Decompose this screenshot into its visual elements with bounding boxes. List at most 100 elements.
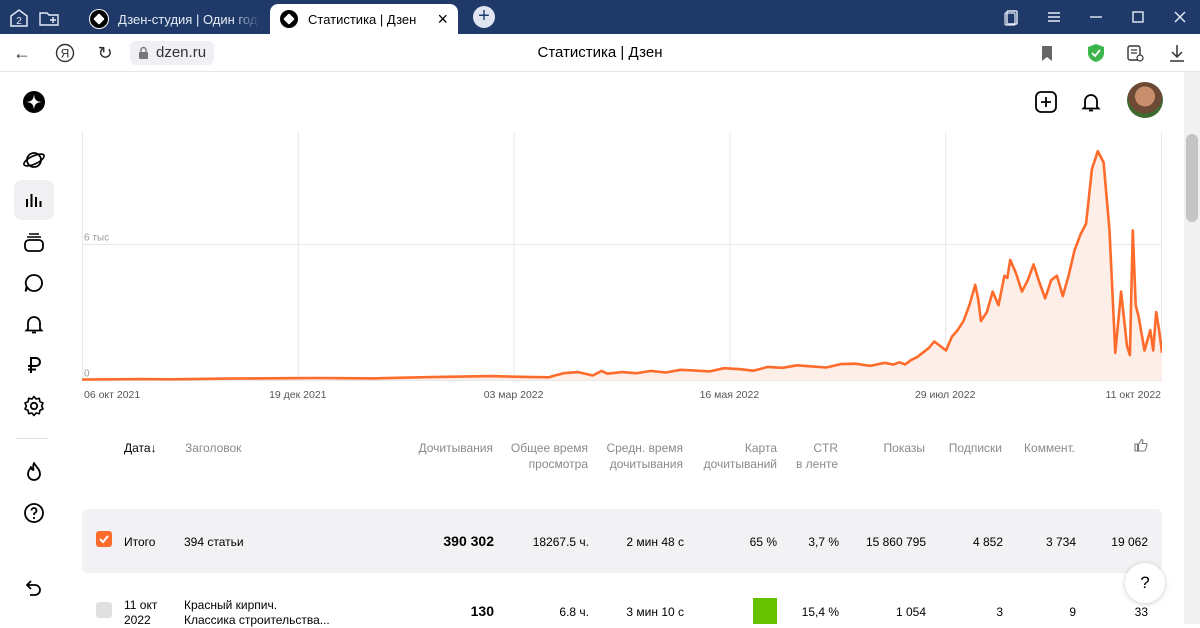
download-icon[interactable]	[1166, 42, 1188, 64]
total-checkbox[interactable]	[96, 531, 112, 547]
total-articles: 394 статьи	[184, 535, 244, 549]
col-header-views[interactable]: Показы	[883, 441, 925, 455]
row-reads: 130	[470, 603, 494, 619]
add-icon[interactable]	[1032, 88, 1060, 116]
left-sidebar	[0, 72, 70, 624]
row-subs: 3	[996, 605, 1003, 619]
col-header-total-time[interactable]: Общее время просмотра	[510, 441, 588, 471]
y-tick-label: 6 тыс	[84, 233, 109, 244]
total-label: Итого	[124, 535, 156, 549]
x-tick-label: 29 июл 2022	[915, 389, 976, 401]
sort-arrow-icon: ↓	[150, 441, 157, 455]
col-header-avg-time[interactable]: Средн. время дочитывания	[606, 441, 683, 471]
col-header-title: Заголовок	[185, 441, 242, 455]
tab-title: Дзен-студия | Один год на	[118, 11, 260, 27]
total-read-map: 65 %	[749, 535, 777, 549]
col-header-ctr[interactable]: CTR в ленте	[795, 441, 838, 471]
lock-icon	[139, 46, 148, 59]
row-views: 1 054	[895, 605, 926, 619]
url-field[interactable]: dzen.ru	[130, 41, 215, 65]
col-header-read-map[interactable]: Карта дочитываний	[703, 441, 777, 471]
col-header-date-label: Дата	[124, 441, 151, 455]
publications-icon[interactable]	[14, 222, 54, 262]
total-time: 18267.5 ч.	[532, 535, 589, 549]
yandex-icon[interactable]: Я	[54, 42, 76, 64]
x-tick-label: 06 окт 2021	[84, 389, 140, 401]
bell-icon[interactable]	[14, 304, 54, 344]
like-icon[interactable]	[1134, 438, 1148, 452]
help-button[interactable]: ?	[1125, 563, 1165, 603]
col-header-comments[interactable]: Коммент.	[1024, 441, 1075, 455]
dzen-favicon-icon	[280, 10, 298, 28]
close-window-icon[interactable]	[1171, 8, 1189, 26]
logo-icon[interactable]	[14, 82, 54, 122]
stats-icon[interactable]	[14, 180, 54, 220]
bell-icon[interactable]	[1077, 88, 1105, 116]
fire-icon[interactable]	[14, 452, 54, 492]
sidebar-divider	[16, 438, 48, 439]
protect-shield-icon[interactable]	[1085, 42, 1107, 64]
tab-counter-icon[interactable]: 2	[8, 7, 30, 29]
stats-chart: 0 6 тыс 06 окт 2021 19 дек 2021 03 мар 2022 1…	[81, 132, 1164, 404]
row-ctr: 15,4 %	[801, 605, 839, 619]
total-subs: 4 852	[972, 535, 1003, 549]
yandex-letter: Я	[61, 47, 70, 61]
row-title-line1: Красный кирпич.	[184, 598, 278, 612]
new-tab-group-icon[interactable]	[38, 7, 60, 29]
x-tick-label: 03 мар 2022	[484, 389, 544, 401]
collections-icon[interactable]	[1003, 8, 1021, 26]
total-reads: 390 302	[443, 533, 494, 549]
ruble-icon[interactable]	[14, 345, 54, 385]
x-tick-label: 19 дек 2021	[269, 389, 327, 401]
browser-tab-bar: 2 Дзен-студия | Один год на Статистика |…	[0, 0, 1200, 34]
new-tab-button[interactable]: +	[473, 6, 495, 28]
settings-icon[interactable]	[14, 386, 54, 426]
col-header-subs[interactable]: Подписки	[948, 441, 1002, 455]
row-date-year: 2022	[124, 613, 151, 627]
url-text: dzen.ru	[156, 44, 207, 61]
y-tick-label: 0	[84, 369, 90, 380]
row-title-line2: Классика строительства...	[184, 613, 330, 627]
total-row	[82, 509, 1162, 573]
maximize-icon[interactable]	[1129, 8, 1147, 26]
check-icon	[99, 535, 109, 544]
tab-statistics[interactable]: Статистика | Дзен ×	[270, 4, 458, 34]
tab-title: Статистика | Дзен	[308, 11, 417, 27]
address-bar: ← Я ↻ dzen.ru Статистика | Дзен	[0, 34, 1200, 72]
comments-icon[interactable]	[14, 263, 54, 303]
planet-icon[interactable]	[14, 140, 54, 180]
col-header-reads[interactable]: Дочитывания	[418, 441, 494, 455]
help-icon[interactable]	[14, 493, 54, 533]
scrollbar-thumb[interactable]	[1186, 134, 1198, 222]
chart-svg: 0 6 тыс 06 окт 2021 19 дек 2021 03 мар 2022 1…	[81, 132, 1164, 401]
bookmark-icon[interactable]	[1036, 42, 1058, 64]
row-avg-time: 3 мин 10 с	[626, 605, 684, 619]
total-comments: 3 734	[1045, 535, 1076, 549]
row-checkbox[interactable]	[96, 602, 112, 618]
chart-area	[82, 151, 1162, 380]
row-comments: 9	[1069, 605, 1076, 619]
col-header-date[interactable]: Дата↓	[124, 440, 157, 456]
reload-button[interactable]: ↻	[97, 43, 113, 63]
x-tick-label: 11 окт 2022	[1106, 389, 1162, 401]
row-date-day: 11 окт	[124, 598, 158, 612]
row-read-map-bar[interactable]	[753, 598, 777, 624]
close-tab-icon[interactable]: ×	[437, 9, 448, 29]
chart-series-line	[81, 149, 1164, 381]
back-icon[interactable]	[14, 568, 54, 608]
dzen-favicon-icon	[90, 10, 108, 28]
total-likes: 19 062	[1111, 535, 1148, 549]
total-avg-time: 2 мин 48 с	[626, 535, 684, 549]
total-ctr: 3,7 %	[808, 535, 839, 549]
reader-icon[interactable]	[1124, 42, 1146, 64]
back-button[interactable]: ←	[13, 43, 31, 63]
avatar[interactable]	[1127, 82, 1163, 118]
minimize-icon[interactable]	[1087, 8, 1105, 26]
row-likes: 33	[1134, 605, 1148, 619]
total-views: 15 860 795	[865, 535, 926, 549]
tab-dzen-studio[interactable]: Дзен-студия | Один год на	[80, 4, 270, 34]
x-tick-label: 16 мая 2022	[700, 389, 760, 401]
row-total-time: 6.8 ч.	[559, 605, 589, 619]
menu-icon[interactable]	[1045, 8, 1063, 26]
tab-count: 2	[16, 16, 22, 27]
